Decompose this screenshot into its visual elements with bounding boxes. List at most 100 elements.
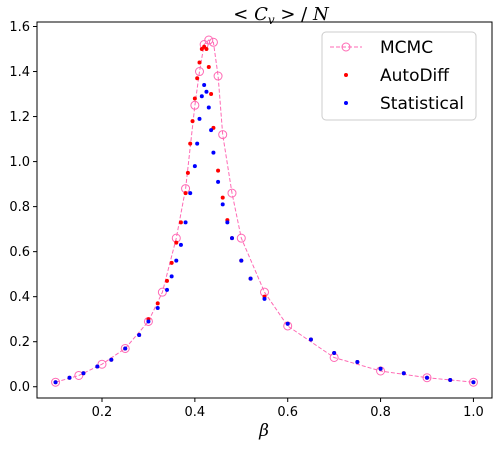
statistical-point (81, 371, 86, 376)
statistical-point (209, 128, 214, 133)
mcmc-marker (74, 370, 84, 380)
statistical-point (146, 319, 151, 324)
statistical-point (220, 202, 225, 207)
statistical-point (95, 364, 100, 369)
autodiff-point (206, 65, 211, 70)
autodiff-point (209, 92, 214, 97)
mcmc-series-line (55, 39, 474, 383)
statistical-point (137, 332, 142, 337)
statistical-point (206, 105, 211, 110)
mcmc-marker (204, 35, 214, 45)
statistical-point (123, 346, 128, 351)
autodiff-point (204, 47, 209, 52)
statistical-point (202, 83, 207, 88)
statistical-point (308, 337, 313, 342)
x-tick-label: 0.2 (92, 405, 113, 420)
statistical-point (165, 287, 169, 292)
legend-mcmc-marker (341, 42, 351, 52)
statistical-point (197, 116, 202, 121)
x-tick-label: 0.4 (185, 405, 206, 420)
autodiff-point (190, 119, 195, 124)
mcmc-marker (190, 100, 200, 110)
autodiff-point (216, 168, 221, 173)
legend-mcmc-label: MCMC (380, 38, 433, 58)
autodiff-point (195, 76, 200, 81)
y-axis: 0.0 0.2 0.4 0.6 0.8 1.0 1.2 1.4 1.6 (9, 20, 37, 395)
statistical-point (204, 89, 209, 94)
chart-title: < Cv > / N (233, 4, 330, 27)
y-tick-label: 0.0 (9, 380, 30, 395)
mcmc-marker (468, 377, 478, 387)
statistical-point (216, 179, 221, 184)
y-tick-label: 0.4 (9, 290, 30, 305)
statistical-point (67, 375, 72, 380)
y-tick-label: 1.6 (9, 20, 30, 35)
statistical-point (211, 150, 216, 155)
statistical-point (178, 242, 183, 247)
legend: MCMC AutoDiff Statistical (321, 31, 477, 121)
mcmc-marker (236, 233, 246, 243)
data-markers (51, 35, 478, 387)
statistical-point (169, 274, 174, 279)
legend-statistical-marker (344, 101, 348, 105)
legend-statistical-label: Statistical (380, 94, 464, 114)
y-tick-label: 0.6 (9, 245, 30, 260)
statistical-point (109, 357, 114, 362)
autodiff-point (185, 170, 190, 175)
legend-autodiff-marker (344, 73, 348, 77)
statistical-point (401, 371, 406, 376)
statistical-point (225, 220, 230, 225)
plot-frame (36, 21, 493, 399)
y-tick-label: 1.2 (9, 110, 30, 125)
statistical-point (425, 375, 429, 380)
statistical-point (285, 321, 290, 326)
autodiff-point (174, 240, 179, 245)
mcmc-marker (218, 130, 228, 140)
x-axis: 0.2 0.4 0.6 0.8 1.0 (92, 398, 484, 420)
y-tick-label: 1.0 (9, 155, 30, 170)
statistical-point (248, 276, 253, 281)
mcmc-marker (51, 377, 61, 387)
legend-box (321, 31, 477, 121)
x-tick-label: 0.6 (277, 405, 298, 420)
mcmc-marker (208, 37, 218, 47)
statistical-point (378, 366, 383, 371)
statistical-point (53, 380, 58, 385)
mcmc-marker (422, 373, 432, 383)
statistical-point (183, 220, 188, 225)
statistical-point (192, 164, 197, 169)
mcmc-marker (195, 67, 204, 77)
autodiff-point (220, 195, 225, 200)
statistical-point (448, 377, 453, 382)
statistical-point (188, 191, 193, 196)
statistical-point (471, 380, 476, 385)
y-tick-label: 0.8 (9, 200, 30, 215)
autodiff-point (183, 191, 188, 196)
statistical-point (155, 305, 160, 310)
x-axis-label: β (258, 421, 269, 441)
mcmc-marker (97, 359, 107, 369)
autodiff-point (197, 60, 202, 65)
mcmc-marker (120, 343, 130, 353)
mcmc-marker (227, 188, 237, 198)
x-tick-label: 1.0 (463, 405, 484, 420)
statistical-point (174, 258, 179, 263)
statistical-point (239, 258, 244, 263)
statistical-point (332, 350, 337, 355)
statistical-point (199, 94, 204, 99)
autodiff-point (165, 278, 169, 283)
autodiff-point (192, 96, 197, 101)
y-tick-label: 0.2 (9, 335, 30, 350)
autodiff-point (169, 260, 174, 265)
statistical-point (230, 236, 234, 241)
autodiff-point (155, 301, 160, 306)
y-tick-label: 1.4 (9, 65, 30, 80)
statistical-point (195, 141, 200, 146)
autodiff-point (188, 141, 193, 146)
statistical-point (355, 359, 360, 364)
autodiff-point (178, 220, 183, 225)
statistical-point (262, 296, 267, 301)
mcmc-marker (157, 287, 167, 297)
mcmc-marker (213, 71, 223, 81)
